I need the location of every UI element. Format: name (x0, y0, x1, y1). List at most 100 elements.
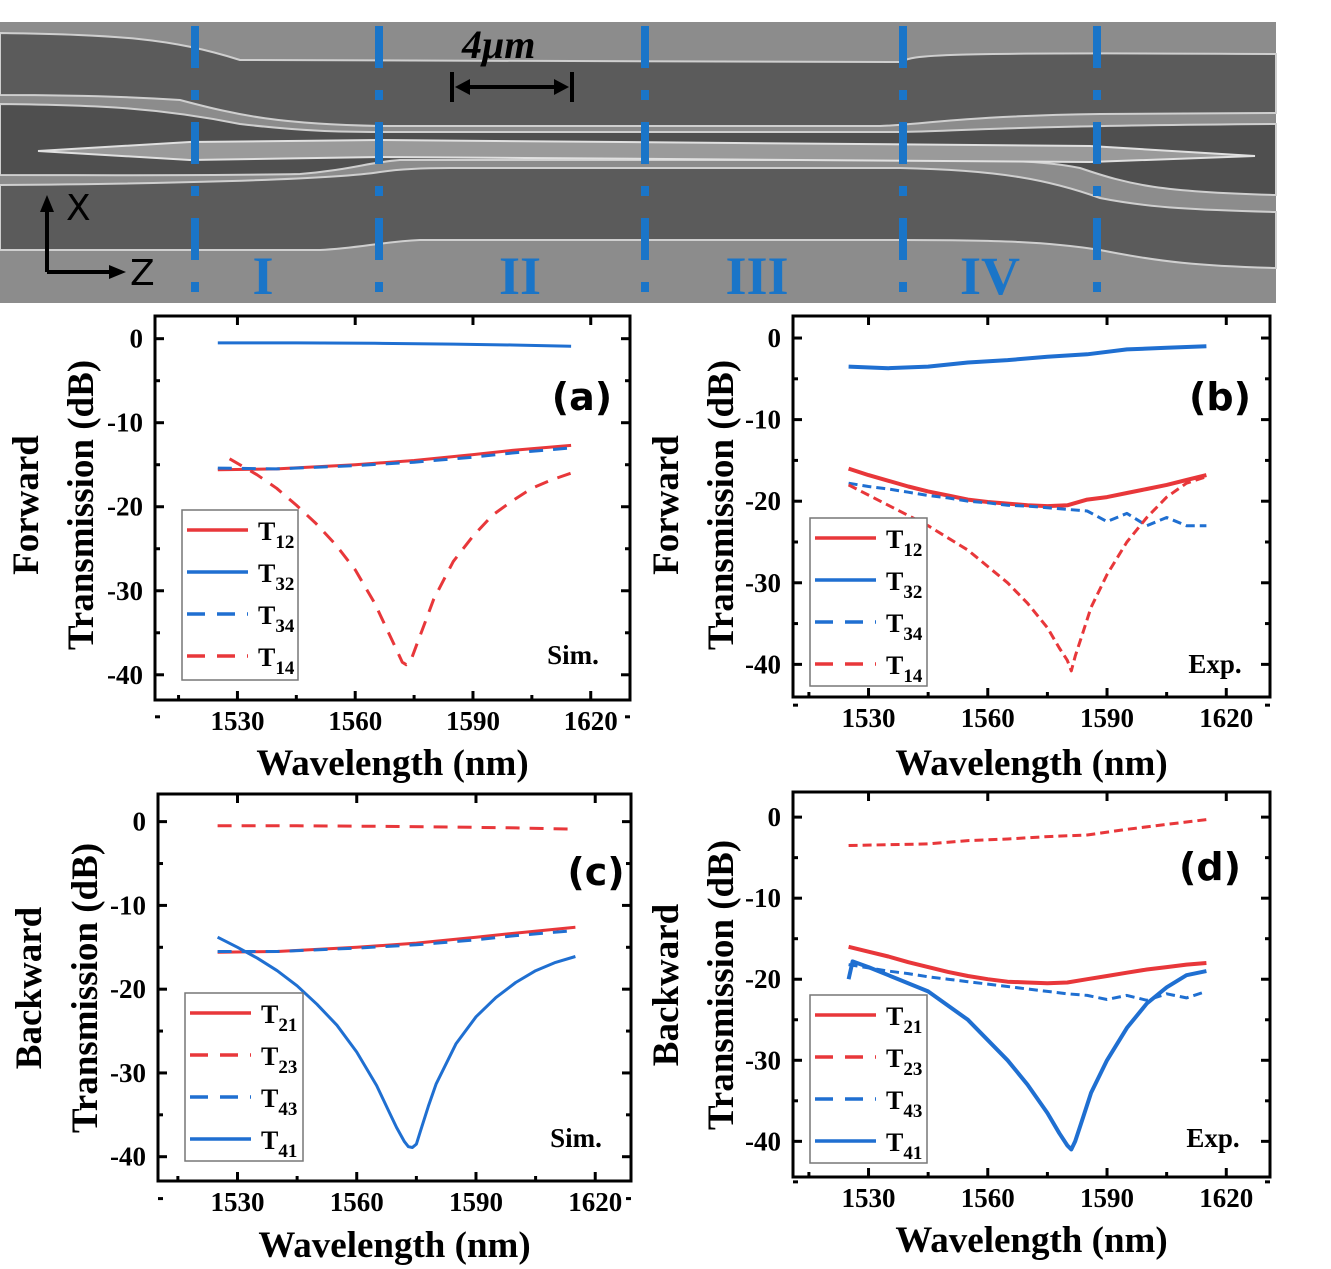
legend-label: T43 (261, 1084, 297, 1120)
series-line-T14 (847, 475, 1207, 673)
legend-label-subscript: 12 (275, 532, 294, 553)
legend-label-main: T (261, 1042, 278, 1071)
legend-label-subscript: 43 (278, 1099, 297, 1120)
x-axis-label: Wavelength (nm) (895, 743, 1167, 784)
x-tick-label: 1620 (564, 706, 618, 736)
panel-label: (b) (1189, 375, 1251, 419)
legend-label: T32 (258, 559, 294, 595)
legend-label-subscript: 41 (278, 1141, 297, 1162)
y-tick-label: -10 (745, 883, 781, 913)
legend-label: T23 (261, 1042, 297, 1078)
x-tick-label: 1560 (961, 703, 1015, 733)
legend-label: T34 (258, 601, 295, 637)
axis-z-label: Z (130, 253, 155, 294)
y-tick-label: -30 (745, 1045, 781, 1075)
y-axis-label-line1: Backward (646, 903, 687, 1066)
plot-frame (791, 790, 1272, 1179)
legend-label: T21 (261, 1000, 297, 1036)
panel-note: Sim. (550, 1123, 602, 1153)
y-tick-label: -40 (745, 649, 781, 679)
plot-frame (156, 792, 633, 1183)
y-tick-label: -20 (745, 964, 781, 994)
legend-label-subscript: 32 (903, 582, 922, 603)
legend-label: T23 (886, 1044, 922, 1080)
legend-label: T14 (886, 651, 923, 687)
legend-box (809, 517, 928, 687)
legend-label-subscript: 43 (903, 1101, 922, 1122)
chart-panel-a: 1530 1560 1590 16200-10-20-30-40T12T32T34T1… (6, 314, 632, 784)
legend-label: T14 (258, 643, 295, 679)
x-tick-label: 1620 (1199, 703, 1253, 733)
x-tick-label: 1620 (568, 1187, 622, 1217)
trench-upper (0, 31, 1277, 127)
panel-note: Exp. (1186, 1123, 1239, 1153)
series-line-T12 (847, 466, 1207, 509)
panel-note: Exp. (1188, 649, 1241, 679)
legend-label: T34 (886, 609, 923, 645)
region-dividers (191, 26, 1101, 303)
legend-label-subscript: 34 (275, 616, 295, 637)
panel-label: (d) (1179, 845, 1241, 889)
scale-bar (450, 72, 574, 102)
x-tick-label: 1530 (210, 1187, 264, 1217)
x-tick-label: 1560 (330, 1187, 384, 1217)
legend-box (809, 994, 928, 1164)
chart-panel-d: 1530 1560 1590 16200-10-20-30-40T21T23T43T4… (646, 790, 1272, 1261)
x-tick-label: 1560 (328, 706, 382, 736)
y-axis-label-line2: Transmission (dB) (701, 840, 742, 1130)
series-line-T21 (217, 925, 576, 954)
region-label-3: III (725, 246, 788, 306)
y-tick-label: 0 (768, 802, 782, 832)
legend-label-subscript: 14 (903, 666, 923, 687)
legend-label-subscript: 23 (903, 1059, 922, 1080)
series-line-T12 (217, 443, 572, 472)
legend-label-subscript: 23 (278, 1057, 297, 1078)
legend-label-main: T (886, 1002, 903, 1031)
series-line-T34 (217, 446, 572, 471)
region-label-4: IV (960, 246, 1020, 306)
legend-label: T12 (886, 525, 922, 561)
legend-label-main: T (886, 525, 903, 554)
y-tick-label: -30 (745, 568, 781, 598)
legend-label: T43 (886, 1086, 922, 1122)
y-tick-label: -20 (107, 492, 143, 522)
x-tick-label: 1530 (842, 703, 896, 733)
sem-image: 4μm X Z I II III IV (0, 22, 1277, 306)
legend-label: T32 (886, 567, 922, 603)
scale-bar-label: 4μm (461, 22, 535, 67)
panel-label: (c) (567, 850, 624, 894)
x-tick-label: 1620 (1199, 1183, 1253, 1213)
panel-label: (a) (552, 375, 612, 419)
x-tick-label: 1590 (1080, 703, 1134, 733)
x-tick-label: 1590 (1080, 1183, 1134, 1213)
y-tick-label: -20 (110, 974, 146, 1004)
series-line-T32 (217, 341, 572, 348)
series-line-T23 (217, 824, 576, 831)
y-tick-label: -10 (110, 890, 146, 920)
plot-frame (791, 314, 1272, 699)
y-tick-label: -40 (745, 1126, 781, 1156)
legend-label: T41 (886, 1128, 922, 1164)
y-axis-label-line1: Forward (6, 435, 47, 575)
series-line-T43 (217, 929, 576, 953)
chart-panel-c: 1530 1560 1590 16200-10-20-30-40T21T23T43T4… (9, 792, 633, 1266)
y-tick-label: -40 (107, 660, 143, 690)
y-axis-label-line1: Forward (646, 435, 687, 575)
series-line-T21 (848, 944, 1207, 986)
legend-label-main: T (258, 559, 275, 588)
x-axis-label: Wavelength (nm) (256, 743, 528, 784)
legend-label-subscript: 21 (278, 1015, 297, 1036)
legend-label-main: T (258, 601, 275, 630)
y-tick-label: -10 (745, 405, 781, 435)
legend-label: T41 (261, 1126, 297, 1162)
y-tick-label: -30 (107, 576, 143, 606)
axis-x-label: X (66, 188, 91, 229)
legend-label-main: T (886, 1086, 903, 1115)
y-tick-label: -20 (745, 486, 781, 516)
x-axis-label: Wavelength (nm) (895, 1220, 1167, 1261)
